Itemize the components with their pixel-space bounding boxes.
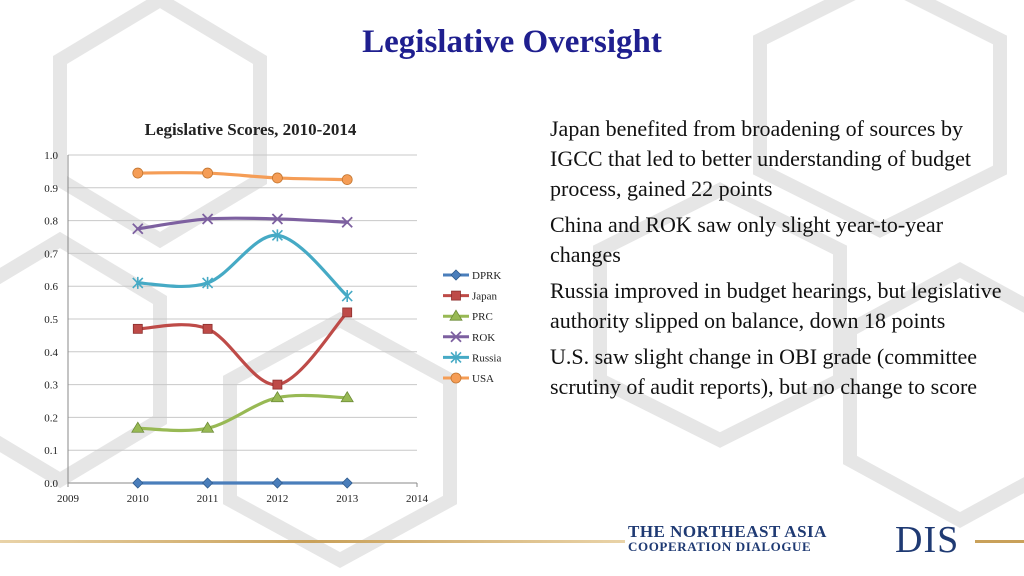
legend-marker-japan <box>451 290 461 301</box>
y-tick-label: 0.7 <box>44 248 58 260</box>
y-tick-label: 0.3 <box>44 380 58 392</box>
organization-logo-text: THE NORTHEAST ASIA COOPERATION DIALOGUE <box>628 522 827 554</box>
bullet-list: Japan benefited from broadening of sourc… <box>550 114 1010 408</box>
legend-label-dprk: DPRK <box>472 270 501 282</box>
data-point-prc <box>200 421 215 433</box>
x-tick-label: 2011 <box>197 493 219 505</box>
chart-title: Legislative Scores, 2010-2014 <box>145 120 357 139</box>
series-line-usa <box>136 171 349 182</box>
data-point-russia <box>271 229 283 242</box>
legend-label-prc: PRC <box>472 311 493 323</box>
legend-label-rok: ROK <box>472 332 495 344</box>
data-point-usa <box>341 174 353 185</box>
legend-label-usa: USA <box>472 373 494 385</box>
x-tick-label: 2010 <box>127 493 150 505</box>
brand-line-1: THE NORTHEAST ASIA <box>628 522 827 541</box>
legend-label-russia: Russia <box>472 352 501 364</box>
data-point-japan <box>272 379 283 390</box>
data-point-russia <box>132 276 144 289</box>
y-tick-label: 0.9 <box>44 183 58 195</box>
data-point-prc <box>270 390 285 403</box>
y-tick-label: 0.0 <box>44 478 58 490</box>
data-point-dprk <box>271 477 283 489</box>
data-point-japan <box>132 323 143 334</box>
series-line-prc <box>136 393 349 433</box>
series-line-rok <box>136 216 349 231</box>
series-line-japan <box>136 310 349 387</box>
slide-title: Legislative Oversight <box>362 24 662 60</box>
legend-marker-prc <box>449 309 463 321</box>
brand-line-2: COOPERATION DIALOGUE <box>628 539 812 554</box>
y-tick-label: 0.4 <box>44 347 58 359</box>
x-tick-label: 2014 <box>406 493 429 505</box>
bullet-japan: Japan benefited from broadening of sourc… <box>550 116 971 201</box>
data-point-rok <box>341 216 353 228</box>
y-tick-label: 0.2 <box>44 412 58 424</box>
legend-marker-russia <box>450 351 462 364</box>
line-chart: Legislative Scores, 2010-2014 0.0 0.1 0.2 0.… <box>44 120 501 505</box>
legend-label-japan: Japan <box>472 291 498 303</box>
data-point-prc <box>340 390 354 403</box>
data-point-rok <box>201 213 214 225</box>
data-point-russia <box>341 290 353 303</box>
footer-rule-right <box>975 540 1024 543</box>
y-tick-label: 0.6 <box>44 281 58 293</box>
data-point-dprk <box>132 477 144 489</box>
y-tick-label: 0.8 <box>44 216 58 228</box>
x-tick-label: 2013 <box>336 493 359 505</box>
y-tick-label: 0.5 <box>44 314 58 326</box>
footer-rule-left <box>0 540 625 543</box>
data-point-prc <box>131 421 145 433</box>
legend-marker-dprk <box>450 269 462 281</box>
x-tick-label: 2012 <box>266 493 288 505</box>
data-point-dprk <box>202 477 214 489</box>
bullet-russia: Russia improved in budget hearings, but … <box>550 278 1002 333</box>
bullet-china-rok: China and ROK saw only slight year-to-ye… <box>550 212 944 267</box>
data-point-usa <box>271 172 283 184</box>
data-point-usa <box>202 167 214 179</box>
bullet-usa: U.S. saw slight change in OBI grade (com… <box>550 344 978 399</box>
x-tick-label: 2009 <box>57 493 80 505</box>
data-point-usa <box>132 167 144 179</box>
data-point-japan <box>342 307 353 318</box>
data-point-dprk <box>341 477 353 489</box>
y-tick-label: 1.0 <box>44 150 58 162</box>
data-point-rok <box>132 223 144 235</box>
data-point-japan <box>202 323 213 334</box>
legend-marker-usa <box>450 372 462 384</box>
series-line-russia <box>136 233 349 298</box>
data-point-russia <box>202 276 214 289</box>
data-point-rok <box>271 213 284 225</box>
y-tick-label: 0.1 <box>44 445 58 457</box>
dis-logo: DIS <box>895 519 960 561</box>
legend-marker-rok <box>450 331 462 343</box>
